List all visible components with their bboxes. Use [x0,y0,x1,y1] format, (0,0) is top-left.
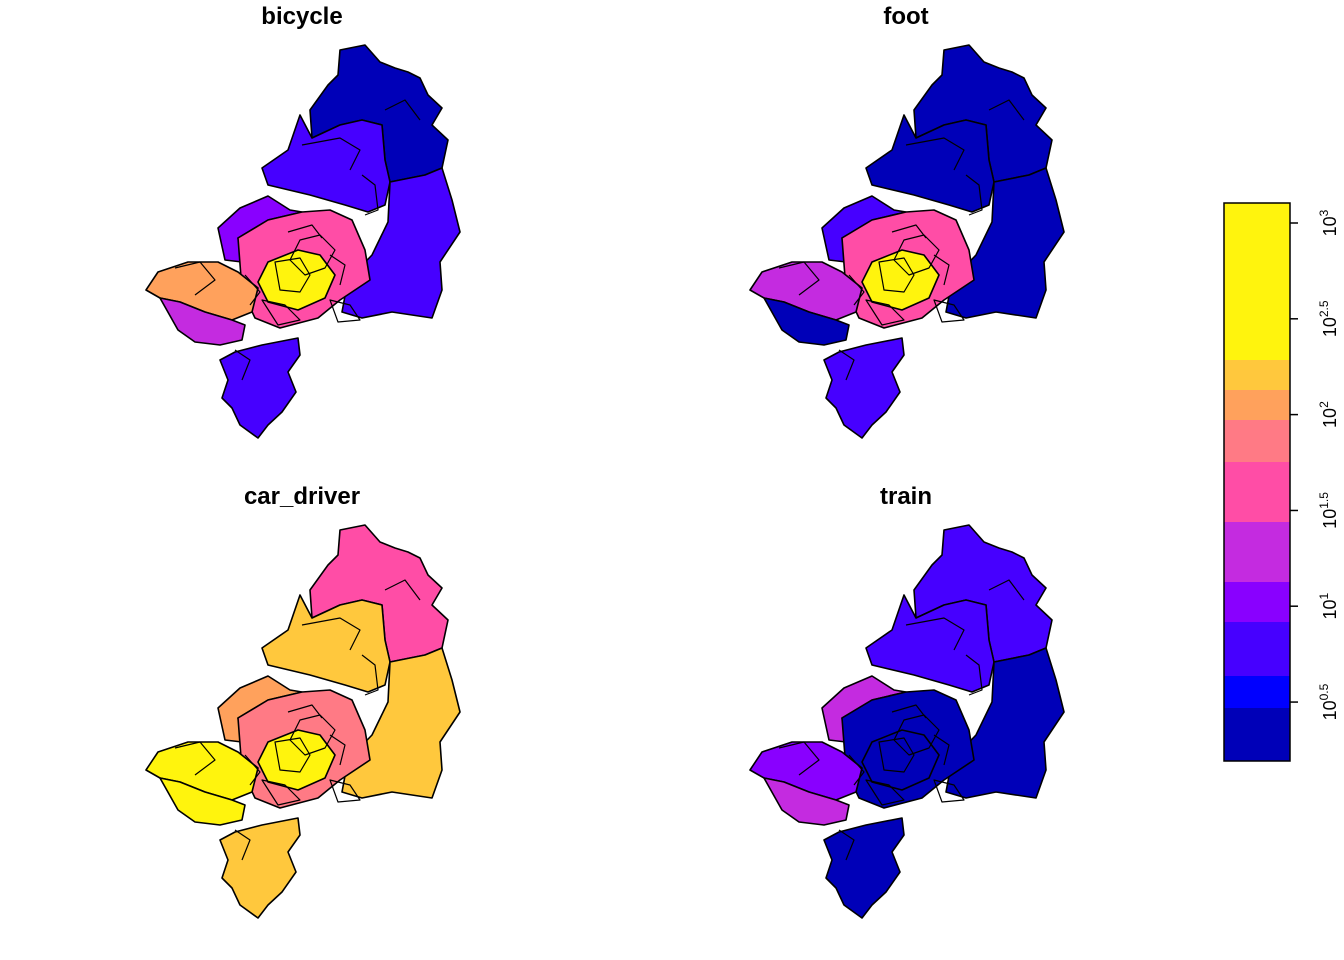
zone-boundary [878,257,915,293]
legend-color-band [1224,708,1290,761]
zone-boundary [838,829,855,861]
zone-boundary [361,174,379,216]
region-south [219,337,301,439]
panel-title: foot [883,3,928,30]
legend-tick-label: 102.5 [1317,300,1340,337]
color-legend: 103 102.5 102 101.5 101 100.5 [1223,202,1340,762]
region-northwest [261,594,391,693]
map-panel-car-driver: car_driver [145,483,461,919]
region-west [749,261,863,321]
region-south [823,337,905,439]
legend-color-band [1224,203,1290,360]
zone-boundary [865,779,905,806]
region-southwest [763,297,850,346]
choropleth-map [749,524,1065,919]
legend-tick-label: 101 [1317,593,1340,620]
zone-boundary [329,299,361,323]
region-northwest [261,114,391,213]
zone-boundary [848,274,865,306]
zone-boundary [933,779,965,803]
legend-tick-label: 100.5 [1317,683,1340,720]
zone-boundary [244,754,261,786]
zone-boundary [838,349,855,381]
zone-boundary [174,261,216,296]
zone-boundary [891,224,927,239]
zone-boundary [865,299,905,326]
region-core [257,249,336,311]
legend-color-band [1224,522,1290,582]
map-panel-train: train [749,483,1065,919]
map-panel-foot: foot [749,3,1065,439]
map-panel-bicycle: bicycle [145,3,461,439]
region-southwest [763,777,850,826]
zone-boundary [848,754,865,786]
zone-boundary [361,654,379,696]
zone-boundary [261,779,301,806]
zone-boundary [301,617,361,651]
zone-boundary [933,734,950,766]
zone-boundary [287,704,323,719]
choropleth-map [145,524,461,919]
zone-boundary [301,137,361,171]
legend-color-band [1224,462,1290,522]
choropleth-map [145,44,461,439]
zone-boundary [933,254,950,286]
region-core [861,249,940,311]
region-southwest [159,777,246,826]
zone-boundary [234,829,251,861]
region-northwest [865,114,995,213]
zone-boundary [778,741,820,776]
legend-tick-label: 101.5 [1317,492,1340,529]
region-core [861,729,940,791]
region-south [823,817,905,919]
zone-boundary [905,617,965,651]
panel-title: car_driver [244,483,360,510]
zone-boundary [988,99,1025,121]
legend-color-band [1224,420,1290,462]
zone-boundary [384,99,421,121]
region-northwest [865,594,995,693]
region-core [257,729,336,791]
region-southwest [159,297,246,346]
legend-color-band [1224,622,1290,676]
zone-boundary [287,224,323,239]
zone-boundary [174,741,216,776]
region-west [145,261,259,321]
choropleth-map [749,44,1065,439]
region-south [219,817,301,919]
zone-boundary [905,137,965,171]
zone-boundary [329,254,346,286]
zone-boundary [384,579,421,601]
zone-boundary [329,734,346,766]
region-west [749,741,863,801]
zone-boundary [878,737,915,773]
panel-title: bicycle [261,3,342,30]
zone-boundary [234,349,251,381]
zone-boundary [274,257,311,293]
legend-color-band [1224,390,1290,420]
zone-boundary [891,704,927,719]
zone-boundary [965,174,983,216]
legend-tick-label: 102 [1317,401,1340,428]
zone-boundary [261,299,301,326]
zone-boundary [329,779,361,803]
zone-boundary [933,299,965,323]
zone-boundary [274,737,311,773]
zone-boundary [988,579,1025,601]
zone-boundary [778,261,820,296]
zone-boundary [965,654,983,696]
legend-color-band [1224,582,1290,622]
legend-color-band [1224,676,1290,708]
region-west [145,741,259,801]
legend-color-band [1224,360,1290,390]
zone-boundary [244,274,261,306]
legend-tick-label: 103 [1317,209,1340,236]
panel-title: train [880,483,932,510]
legend-frame [1223,202,1291,762]
